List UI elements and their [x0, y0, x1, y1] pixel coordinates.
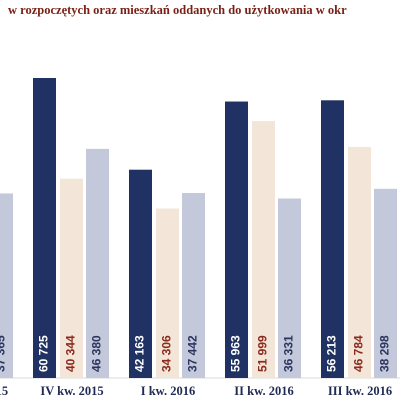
bar	[60, 178, 83, 378]
x-tick-label: I kw. 2016	[141, 384, 196, 398]
bar	[252, 121, 275, 378]
bar	[182, 193, 205, 378]
value-label: 56 213	[325, 335, 339, 372]
value-label: 37 365	[0, 335, 8, 372]
x-tick-label: IV kw. 2015	[40, 384, 103, 398]
value-label: 36 331	[282, 335, 296, 372]
value-label: 40 344	[64, 335, 78, 372]
bar	[129, 169, 152, 378]
bar	[0, 193, 13, 378]
bar	[321, 100, 344, 379]
x-tick-label: III kw. 2016	[328, 384, 392, 398]
bar	[278, 198, 301, 378]
bar	[156, 208, 179, 378]
bar	[225, 101, 248, 379]
value-label: 55 963	[229, 335, 243, 372]
value-label: 42 163	[133, 335, 147, 372]
bar	[86, 148, 109, 378]
bar	[374, 188, 397, 378]
bar	[348, 146, 371, 378]
x-tick-label: III kw. 2015	[0, 384, 8, 398]
value-label: 34 306	[160, 335, 174, 372]
value-label: 46 380	[90, 335, 104, 372]
value-label: 38 298	[378, 335, 392, 372]
chart-title: w rozpoczętych oraz mieszkań oddanych do…	[8, 3, 347, 17]
value-label: 37 442	[186, 335, 200, 372]
bar	[33, 78, 56, 378]
value-label: 46 784	[352, 335, 366, 372]
value-label: 51 999	[256, 335, 270, 372]
x-tick-label: II kw. 2016	[234, 384, 293, 398]
value-label: 60 725	[37, 335, 51, 372]
